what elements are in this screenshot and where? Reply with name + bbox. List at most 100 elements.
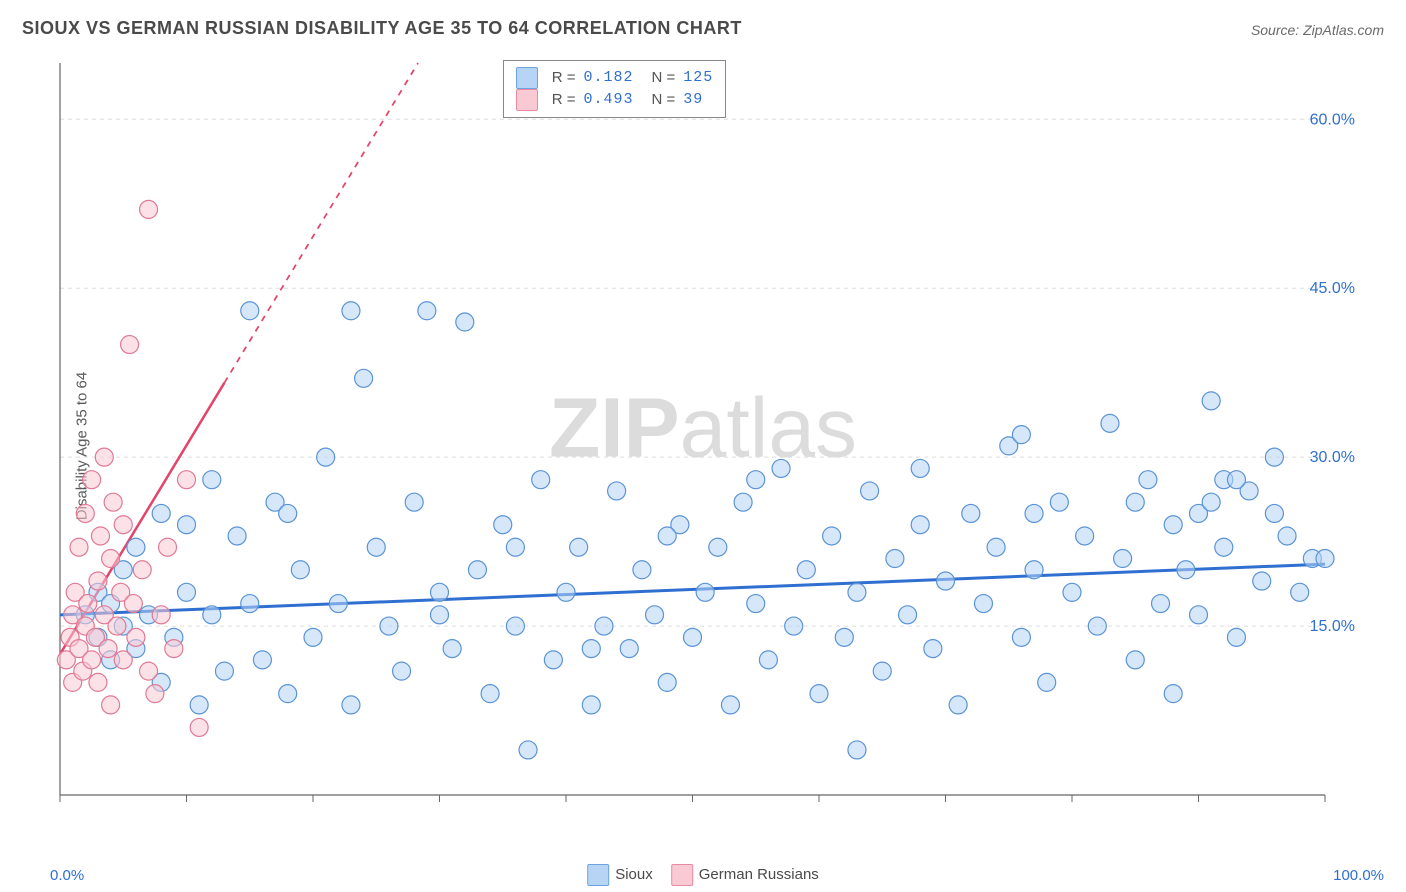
data-point	[133, 561, 151, 579]
r-label: R =	[552, 89, 576, 111]
data-point	[95, 448, 113, 466]
data-point	[747, 595, 765, 613]
data-point	[1227, 471, 1245, 489]
data-point	[1164, 685, 1182, 703]
data-point	[848, 583, 866, 601]
data-point	[253, 651, 271, 669]
data-point	[1101, 414, 1119, 432]
data-point	[734, 493, 752, 511]
data-point	[99, 640, 117, 658]
x-axis-max-label: 100.0%	[1333, 867, 1384, 884]
data-point	[418, 302, 436, 320]
data-point	[178, 471, 196, 489]
data-point	[89, 572, 107, 590]
data-point	[1025, 504, 1043, 522]
data-point	[1265, 448, 1283, 466]
y-tick-label: 60.0%	[1310, 111, 1355, 128]
data-point	[949, 696, 967, 714]
trend-line-extension	[224, 63, 418, 383]
data-point	[557, 583, 575, 601]
data-point	[696, 583, 714, 601]
data-point	[1227, 628, 1245, 646]
data-point	[83, 471, 101, 489]
legend-item: Sioux	[587, 864, 653, 886]
data-point	[658, 527, 676, 545]
data-point	[582, 640, 600, 658]
data-point	[1164, 516, 1182, 534]
data-point	[1126, 651, 1144, 669]
legend-swatch	[516, 89, 538, 111]
data-point	[431, 606, 449, 624]
data-point	[279, 685, 297, 703]
data-point	[620, 640, 638, 658]
r-label: R =	[552, 67, 576, 89]
data-point	[899, 606, 917, 624]
data-point	[178, 516, 196, 534]
data-point	[1190, 606, 1208, 624]
data-point	[823, 527, 841, 545]
data-point	[140, 662, 158, 680]
data-point	[759, 651, 777, 669]
source-attribution: Source: ZipAtlas.com	[1251, 22, 1384, 38]
data-point	[380, 617, 398, 635]
data-point	[152, 504, 170, 522]
data-point	[684, 628, 702, 646]
data-point	[1076, 527, 1094, 545]
data-point	[646, 606, 664, 624]
data-point	[962, 504, 980, 522]
data-point	[329, 595, 347, 613]
data-point	[291, 561, 309, 579]
correlation-row: R =0.182N =125	[516, 67, 714, 89]
data-point	[79, 595, 97, 613]
data-point	[203, 606, 221, 624]
data-point	[165, 640, 183, 658]
data-point	[89, 673, 107, 691]
data-point	[140, 200, 158, 218]
data-point	[178, 583, 196, 601]
legend-swatch	[516, 67, 538, 89]
data-point	[203, 471, 221, 489]
data-point	[937, 572, 955, 590]
data-point	[608, 482, 626, 500]
data-point	[747, 471, 765, 489]
data-point	[304, 628, 322, 646]
data-point	[443, 640, 461, 658]
data-point	[241, 595, 259, 613]
data-point	[721, 696, 739, 714]
data-point	[1152, 595, 1170, 613]
data-point	[121, 336, 139, 354]
data-point	[1291, 583, 1309, 601]
y-tick-label: 45.0%	[1310, 280, 1355, 297]
data-point	[861, 482, 879, 500]
data-point	[886, 550, 904, 568]
x-axis-min-label: 0.0%	[50, 867, 84, 884]
data-point	[835, 628, 853, 646]
data-point	[317, 448, 335, 466]
data-point	[76, 504, 94, 522]
y-tick-label: 30.0%	[1310, 449, 1355, 466]
legend-swatch	[587, 864, 609, 886]
data-point	[1114, 550, 1132, 568]
data-point	[494, 516, 512, 534]
data-point	[152, 606, 170, 624]
data-point	[342, 696, 360, 714]
data-point	[241, 302, 259, 320]
data-point	[127, 628, 145, 646]
data-point	[70, 538, 88, 556]
data-point	[911, 516, 929, 534]
data-point	[405, 493, 423, 511]
legend-swatch	[671, 864, 693, 886]
data-point	[772, 459, 790, 477]
data-point	[633, 561, 651, 579]
data-point	[582, 696, 600, 714]
data-point	[190, 718, 208, 736]
data-point	[127, 538, 145, 556]
data-point	[532, 471, 550, 489]
data-point	[1088, 617, 1106, 635]
data-point	[1202, 392, 1220, 410]
data-point	[108, 617, 126, 635]
legend-label: German Russians	[699, 866, 819, 883]
data-point	[114, 651, 132, 669]
data-point	[987, 538, 1005, 556]
data-point	[355, 369, 373, 387]
